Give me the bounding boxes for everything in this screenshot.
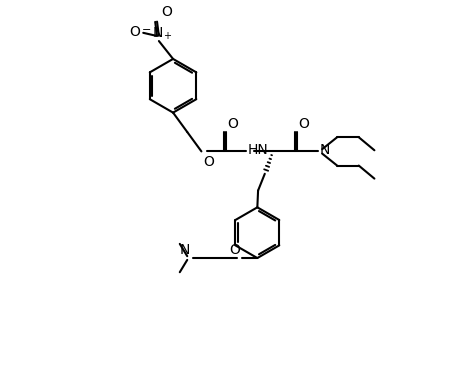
- Text: O: O: [162, 5, 172, 19]
- Text: O: O: [227, 117, 238, 131]
- Text: N: N: [180, 243, 190, 257]
- Text: O: O: [298, 117, 309, 131]
- Text: +: +: [164, 31, 171, 40]
- Text: HN: HN: [248, 143, 269, 157]
- Text: N: N: [319, 143, 330, 157]
- Text: −: −: [142, 25, 151, 35]
- Text: O: O: [229, 243, 240, 257]
- Text: N: N: [153, 26, 164, 40]
- Text: O: O: [203, 155, 214, 169]
- Text: O: O: [129, 25, 140, 39]
